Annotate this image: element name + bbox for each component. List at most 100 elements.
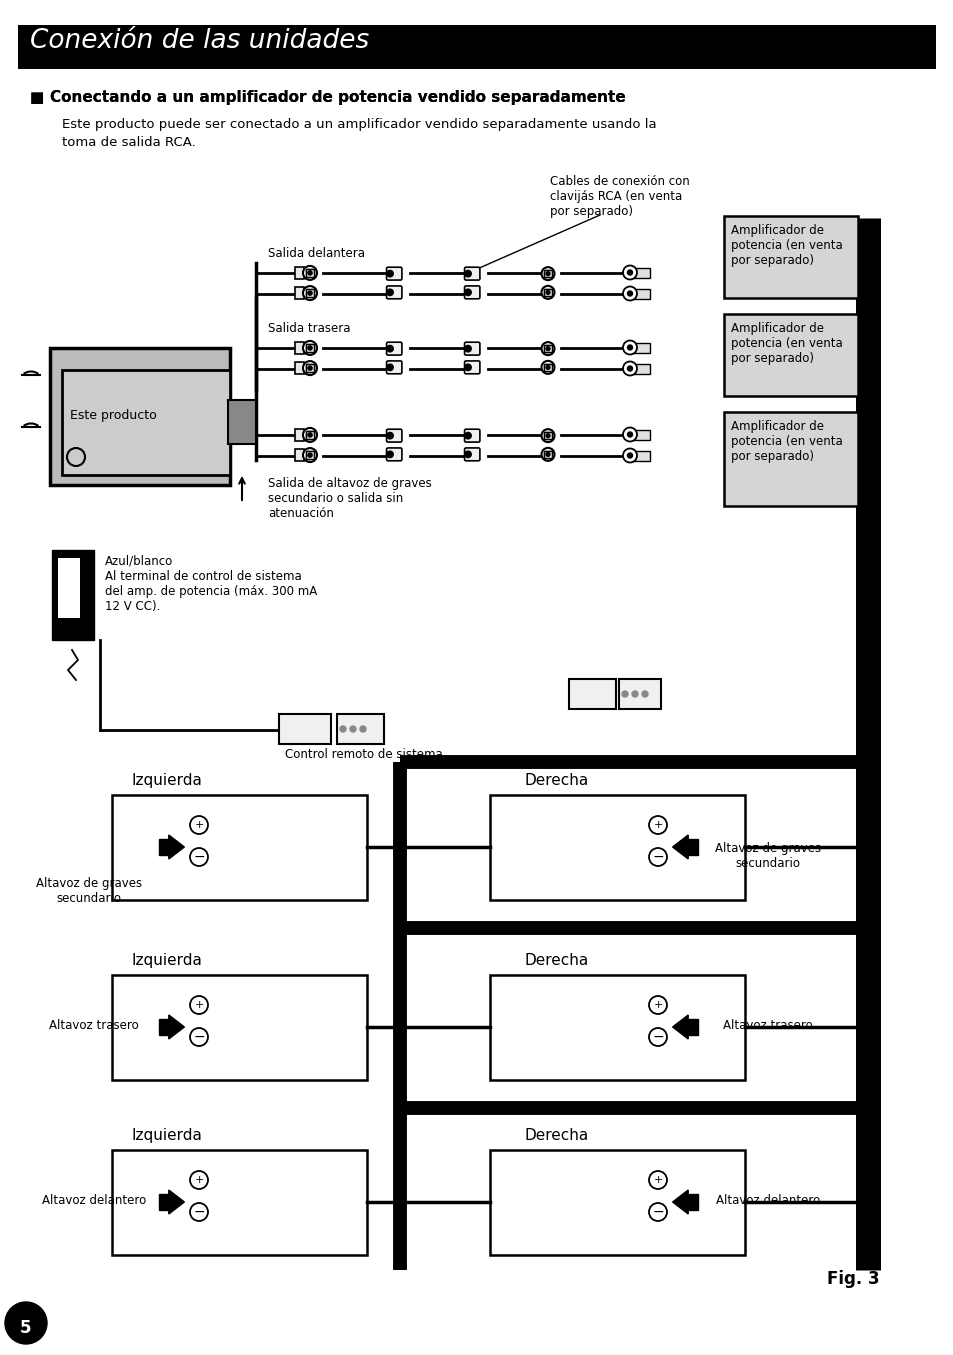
Text: Fig. 3: Fig. 3 — [826, 1270, 879, 1289]
FancyBboxPatch shape — [306, 451, 314, 459]
Text: ■: ■ — [30, 89, 45, 104]
Text: +: + — [194, 1175, 204, 1186]
FancyBboxPatch shape — [294, 450, 303, 461]
Circle shape — [545, 347, 549, 351]
FancyBboxPatch shape — [723, 314, 857, 396]
Circle shape — [386, 432, 393, 439]
FancyBboxPatch shape — [618, 679, 660, 709]
Text: Control remoto de sistema: Control remoto de sistema — [285, 748, 442, 762]
Text: Conectando a un amplificador de potencia vendido separadamente: Conectando a un amplificador de potencia… — [50, 89, 625, 104]
FancyBboxPatch shape — [629, 267, 649, 278]
FancyBboxPatch shape — [336, 714, 384, 744]
FancyBboxPatch shape — [723, 412, 857, 505]
FancyBboxPatch shape — [306, 270, 314, 276]
FancyBboxPatch shape — [544, 270, 551, 278]
Text: Izquierda: Izquierda — [132, 953, 203, 967]
Circle shape — [303, 341, 316, 355]
Circle shape — [464, 271, 471, 276]
FancyBboxPatch shape — [568, 679, 616, 709]
Circle shape — [541, 343, 554, 355]
FancyBboxPatch shape — [228, 400, 255, 444]
Polygon shape — [687, 1019, 697, 1035]
FancyBboxPatch shape — [464, 267, 479, 280]
Circle shape — [303, 428, 316, 442]
Polygon shape — [672, 1190, 687, 1214]
Text: Cables de conexión con
clavijás RCA (en venta
por separado): Cables de conexión con clavijás RCA (en … — [550, 175, 689, 218]
FancyBboxPatch shape — [464, 360, 479, 374]
Circle shape — [308, 366, 312, 370]
Circle shape — [308, 271, 312, 275]
Circle shape — [631, 691, 638, 696]
Circle shape — [622, 340, 637, 355]
Circle shape — [627, 453, 632, 458]
Text: Altavoz de graves
secundario: Altavoz de graves secundario — [714, 841, 821, 870]
Text: Azul/blanco
Al terminal de control de sistema
del amp. de potencia (máx. 300 mA
: Azul/blanco Al terminal de control de si… — [105, 556, 317, 612]
FancyBboxPatch shape — [306, 270, 314, 276]
FancyBboxPatch shape — [544, 346, 551, 352]
Circle shape — [303, 360, 316, 375]
Circle shape — [303, 266, 316, 280]
Circle shape — [350, 726, 355, 732]
Text: +: + — [653, 820, 662, 831]
Circle shape — [464, 364, 471, 371]
Polygon shape — [169, 835, 184, 859]
Circle shape — [622, 362, 637, 375]
Text: Salida delantera: Salida delantera — [268, 247, 365, 260]
Text: Altavoz delantero: Altavoz delantero — [42, 1194, 146, 1207]
FancyBboxPatch shape — [629, 430, 649, 439]
FancyBboxPatch shape — [723, 215, 857, 298]
Circle shape — [627, 432, 632, 438]
Text: +: + — [653, 1000, 662, 1009]
Circle shape — [648, 1171, 666, 1188]
FancyBboxPatch shape — [544, 451, 551, 458]
FancyBboxPatch shape — [294, 362, 303, 374]
FancyBboxPatch shape — [50, 348, 230, 485]
Circle shape — [648, 1028, 666, 1046]
Text: toma de salida RCA.: toma de salida RCA. — [62, 136, 195, 149]
Circle shape — [303, 286, 316, 299]
FancyBboxPatch shape — [386, 286, 401, 299]
Polygon shape — [672, 1015, 687, 1039]
Circle shape — [622, 449, 637, 462]
Circle shape — [190, 1203, 208, 1221]
Polygon shape — [169, 1190, 184, 1214]
FancyBboxPatch shape — [306, 364, 314, 373]
Circle shape — [386, 346, 393, 352]
Circle shape — [648, 848, 666, 866]
Circle shape — [641, 691, 647, 696]
Text: Conectando a un amplificador de potencia vendido separadamente: Conectando a un amplificador de potencia… — [50, 89, 625, 104]
Text: Izquierda: Izquierda — [132, 772, 203, 789]
Circle shape — [541, 430, 554, 442]
FancyBboxPatch shape — [52, 550, 94, 640]
FancyBboxPatch shape — [386, 267, 401, 280]
FancyBboxPatch shape — [62, 370, 230, 476]
Circle shape — [386, 289, 393, 295]
FancyBboxPatch shape — [294, 287, 303, 299]
Circle shape — [464, 346, 471, 352]
Circle shape — [386, 271, 393, 276]
FancyBboxPatch shape — [464, 286, 479, 299]
Circle shape — [622, 286, 637, 301]
Text: Altavoz trasero: Altavoz trasero — [49, 1019, 139, 1033]
FancyBboxPatch shape — [386, 430, 401, 442]
Text: Salida de altavoz de graves
secundario o salida sin
atenuación: Salida de altavoz de graves secundario o… — [268, 477, 432, 520]
Circle shape — [545, 453, 549, 457]
FancyBboxPatch shape — [464, 430, 479, 442]
Circle shape — [541, 449, 554, 461]
Circle shape — [190, 816, 208, 833]
Circle shape — [545, 272, 549, 275]
Circle shape — [359, 726, 366, 732]
Circle shape — [622, 427, 637, 442]
Circle shape — [464, 451, 471, 458]
Circle shape — [190, 996, 208, 1014]
Circle shape — [541, 267, 554, 280]
FancyBboxPatch shape — [294, 267, 303, 279]
Text: Derecha: Derecha — [524, 1127, 589, 1144]
FancyBboxPatch shape — [306, 431, 314, 439]
Polygon shape — [169, 1015, 184, 1039]
Text: 5: 5 — [20, 1318, 31, 1337]
FancyBboxPatch shape — [294, 341, 303, 354]
Text: Altavoz delantero: Altavoz delantero — [715, 1194, 820, 1207]
Circle shape — [308, 453, 312, 457]
Circle shape — [308, 291, 312, 295]
